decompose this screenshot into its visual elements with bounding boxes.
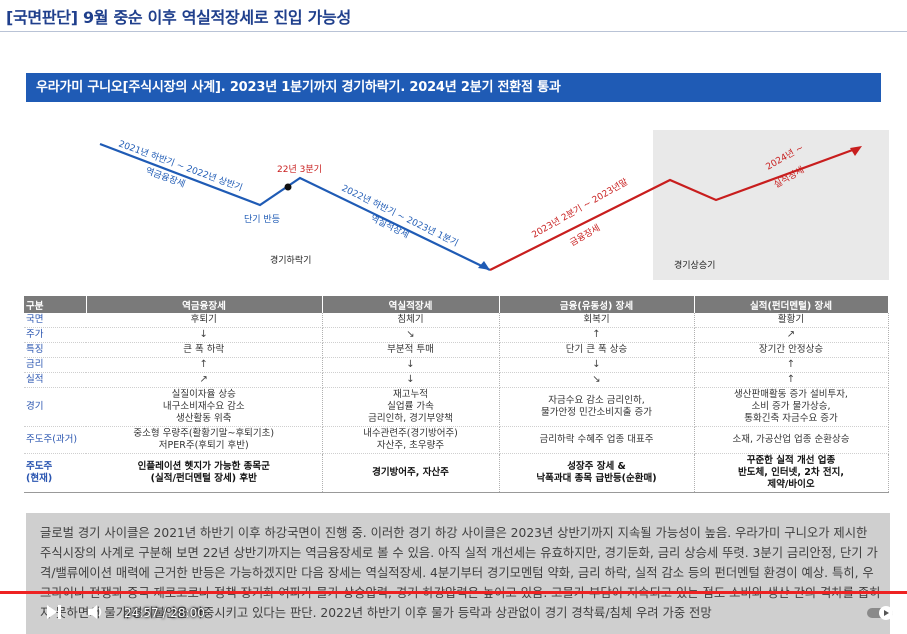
table-cell: 단기 큰 폭 상승: [499, 342, 695, 358]
table-cell: ↑: [499, 327, 695, 343]
table-cell: 경기방어주, 자산주: [322, 453, 500, 493]
table-cell: ↘: [499, 372, 695, 388]
pause-button[interactable]: [6, 602, 24, 622]
volume-icon: [88, 605, 102, 619]
table-cell: 생산판매활동 증가 설비투자, 소비 증가 물가상승, 통화긴축 자금수요 증가: [694, 387, 889, 427]
phase3-name-label: 금융장세: [568, 223, 602, 249]
table-cell: ↓: [86, 327, 323, 343]
header-category: 구분: [24, 296, 87, 313]
row-label: 주도주 (현재): [24, 453, 86, 493]
table-row-feature: 특징 큰 폭 하락 부분적 투매 단기 큰 폭 상승 장기간 안정상승: [24, 342, 889, 358]
header-reverse-earnings: 역실적장세: [322, 296, 500, 313]
phase2-period-label: 2022년 하반기 ~ 2023년 1분기: [340, 183, 460, 249]
table-header-row: 구분 역금융장세 역실적장세 금융(유동성) 장세 실적(펀더멘털) 장세: [24, 296, 889, 313]
table-cell: ↘: [322, 327, 500, 343]
table-cell: 활황기: [694, 313, 889, 328]
market-cycle-diagram: 2021년 하반기 ~ 2022년 상반기 역금융장세 단기 반등 22년 3분…: [0, 118, 907, 298]
table-cell: 성장주 장세 & 낙폭과대 종목 급반등(순환매): [499, 453, 695, 493]
table-cell: ↓: [499, 357, 695, 373]
downturn-label: 경기하락기: [270, 254, 311, 266]
downturn-line: [99, 142, 491, 271]
table-cell: 침체기: [322, 313, 500, 328]
table-cell: 자금수요 감소 금리인하, 물가안정 민간소비지출 증가: [499, 387, 695, 427]
table-cell: 큰 폭 하락: [86, 342, 323, 358]
table-cell: 금리하락 수혜주 업종 대표주: [499, 426, 695, 454]
upturn-label: 경기상승기: [674, 259, 715, 271]
time-display: 24:57 / 28:00: [124, 606, 205, 620]
row-label: 경기: [24, 387, 86, 427]
header-reverse-financial: 역금융장세: [86, 296, 323, 313]
table-cell: 내수관련주(경기방어주) 자산주, 초우량주: [322, 426, 500, 454]
progress-fill: [0, 591, 809, 594]
summary-box: 글로벌 경기 사이클은 2021년 하반기 이후 하강국면이 진행 중. 이러한…: [26, 513, 890, 634]
table-cell: 실질이자율 상승 내구소비재수요 감소 생산활동 위축: [86, 387, 323, 427]
header-earnings: 실적(펀더멘털) 장세: [694, 296, 889, 313]
player-controls: 24:57 / 28:00: [0, 596, 907, 634]
next-button[interactable]: [44, 602, 64, 622]
q3-2022-label: 22년 3분기: [277, 164, 322, 175]
row-label: 주도주(과거): [24, 426, 86, 454]
short-rebound-label: 단기 반등: [244, 214, 280, 225]
table-cell: 인플레이션 헷지가 가능한 종목군 (실적/펀더멘털 장세) 후반: [86, 453, 323, 493]
table-row-interest-rate: 금리 ↑ ↓ ↓ ↑: [24, 357, 889, 373]
summary-text: 글로벌 경기 사이클은 2021년 하반기 이후 하강국면이 진행 중. 이러한…: [40, 526, 880, 620]
table-row-leading-stocks-past: 주도주(과거) 중소형 우량주(활황기말~후퇴기초) 저PER주(후퇴기 후반) 내…: [24, 426, 889, 454]
table-cell: ↓: [322, 372, 500, 388]
table-cell: ↓: [322, 357, 500, 373]
row-label: 실적: [24, 372, 86, 388]
q3-2022-marker: [284, 183, 292, 191]
downturn-arrowhead: [478, 261, 490, 270]
table-cell: 꾸준한 실적 개선 업종 반도체, 인터넷, 2차 전지, 제약/바이오: [694, 453, 889, 493]
table-cell: ↗: [694, 327, 889, 343]
upturn-arrowhead: [850, 146, 862, 156]
pause-icon: [8, 605, 20, 619]
upturn-region: [653, 130, 889, 280]
table-cell: 회복기: [499, 313, 695, 328]
table-cell: 소재, 가공산업 업종 순환상승: [694, 426, 889, 454]
upturn-line: [489, 146, 859, 271]
table-row-stock-price: 주가 ↓ ↘ ↑ ↗: [24, 327, 889, 343]
row-label: 금리: [24, 357, 86, 373]
market-seasons-table: 구분 역금융장세 역실적장세 금융(유동성) 장세 실적(펀더멘털) 장세 국면…: [24, 296, 889, 493]
page-title: [국면판단] 9월 중순 이후 역실적장세로 진입 가능성: [6, 8, 351, 27]
table-cell: 재고누적 실업률 가속 금리인하, 경기부양책: [322, 387, 500, 427]
table-row-earnings: 실적 ↗ ↓ ↘ ↑: [24, 372, 889, 388]
table-row-phase: 국면 후퇴기 침체기 회복기 활황기: [24, 313, 889, 328]
table-cell: ↑: [86, 357, 323, 373]
table-row-economy: 경기 실질이자율 상승 내구소비재수요 감소 생산활동 위축 재고누적 실업률 가속…: [24, 387, 889, 427]
table-cell: 장기간 안정상승: [694, 342, 889, 358]
header-financial: 금융(유동성) 장세: [499, 296, 695, 313]
table-cell: ↑: [694, 372, 889, 388]
next-icon: [47, 605, 61, 619]
section-banner: 우라가미 구니오[주식시장의 사계]. 2023년 1분기까지 경기하락기. 2…: [26, 73, 881, 102]
table-cell: ↗: [86, 372, 323, 388]
title-divider: [0, 31, 907, 32]
table-row-leading-stocks-now: 주도주 (현재) 인플레이션 헷지가 가능한 종목군 (실적/펀더멘털 장세) 후…: [24, 453, 889, 493]
volume-button[interactable]: [86, 602, 106, 622]
table-cell: 중소형 우량주(활황기말~후퇴기초) 저PER주(후퇴기 후반): [86, 426, 323, 454]
progress-bar[interactable]: [0, 591, 907, 594]
table-cell: 부분적 투매: [322, 342, 500, 358]
row-label: 특징: [24, 342, 86, 358]
table-cell: ↑: [694, 357, 889, 373]
table-cell: 후퇴기: [86, 313, 323, 328]
row-label: 주가: [24, 327, 86, 343]
autoplay-toggle-icon: [867, 606, 893, 620]
autoplay-toggle[interactable]: [866, 604, 896, 622]
row-label: 국면: [24, 313, 86, 328]
